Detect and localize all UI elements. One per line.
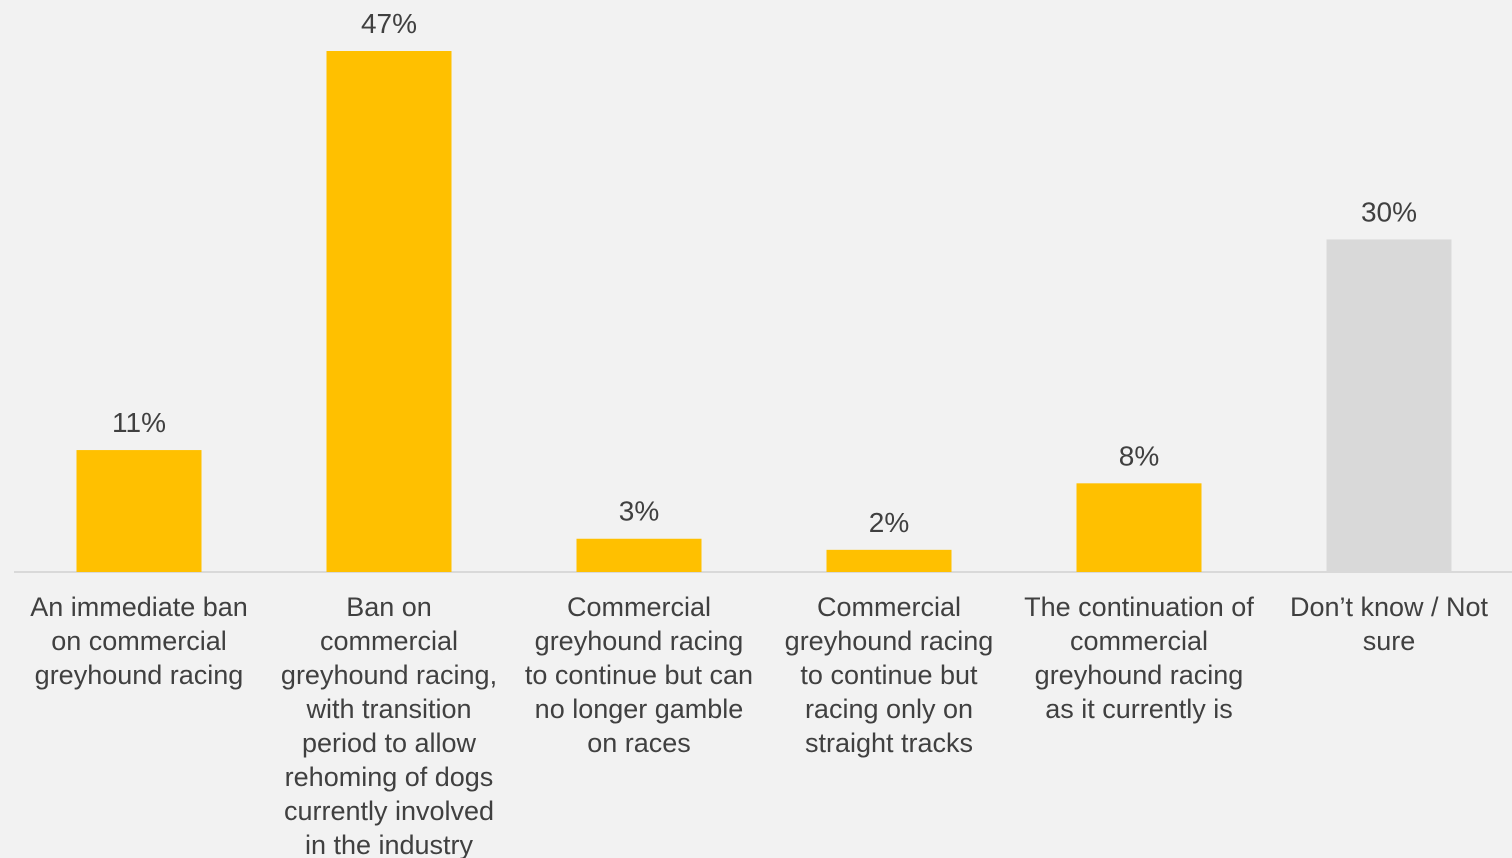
data-label-4: 2% — [869, 507, 909, 538]
data-label-3: 3% — [619, 496, 659, 527]
category-label-3: Commercial greyhound racing to continue … — [524, 592, 754, 758]
category-label-4: Commercial greyhound racing to continue … — [784, 592, 994, 758]
bar-5 — [1076, 483, 1202, 572]
data-label-5: 8% — [1119, 440, 1159, 471]
category-label-5: The continuation of commercial greyhound… — [1024, 592, 1254, 724]
bar-2 — [326, 51, 452, 572]
category-label-2: Ban on commercial greyhound racing, with… — [280, 592, 498, 858]
category-label-1: An immediate ban on commercial greyhound… — [30, 592, 248, 690]
bar-1 — [76, 450, 202, 572]
data-label-2: 47% — [361, 8, 417, 39]
data-label-6: 30% — [1361, 196, 1417, 227]
bar-6 — [1326, 239, 1452, 572]
bar-4 — [826, 549, 952, 572]
bar-3 — [576, 538, 702, 572]
data-label-1: 11% — [112, 407, 166, 438]
category-label-6: Don’t know / Not sure — [1289, 592, 1489, 656]
